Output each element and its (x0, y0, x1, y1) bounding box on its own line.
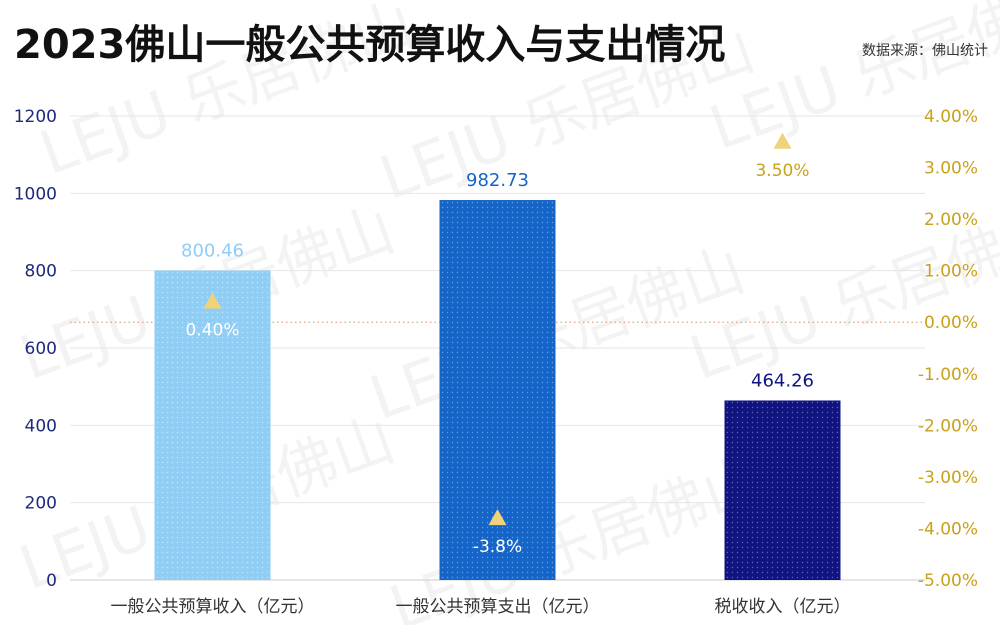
left-tick-label: 200 (25, 494, 57, 514)
data-source: 数据来源：佛山统计 (862, 43, 988, 59)
bar-value-label: 800.46 (181, 240, 244, 261)
svg-text:LEJU 乐居佛山: LEJU 乐居佛山 (31, 0, 423, 189)
right-tick-label: -3.00% (918, 468, 978, 488)
right-tick-label: -1.00% (918, 365, 978, 385)
growth-marker-triangle (773, 132, 792, 149)
bar-texture (724, 400, 841, 580)
right-axis: -5.00% -4.00% -3.00% -2.00% -1.00% 0.00% 1.00%… (918, 107, 978, 591)
left-tick-label: 1200 (14, 107, 57, 127)
left-tick-label: 0 (46, 571, 57, 591)
svg-text:LEJU 乐居佛山: LEJU 乐居佛山 (701, 0, 1000, 164)
category-label: 一般公共预算收入（亿元） (111, 597, 315, 617)
right-tick-label: 0.00% (924, 313, 978, 333)
bar-value-label: 982.73 (466, 170, 529, 191)
growth-rate-label: 3.50% (755, 161, 809, 181)
left-tick-label: 800 (25, 262, 57, 282)
growth-markers: 0.40% -3.8% 3.50% (185, 132, 810, 557)
right-tick-label: 3.00% (924, 159, 978, 179)
left-tick-label: 1000 (14, 184, 57, 204)
bar-texture (154, 270, 271, 580)
right-tick-label: -4.00% (918, 519, 978, 539)
svg-text:LEJU 乐居佛山: LEJU 乐居佛山 (371, 14, 763, 214)
right-tick-label: -5.00% (918, 571, 978, 591)
growth-rate-label: -3.8% (473, 537, 522, 557)
bars (154, 200, 841, 581)
category-label: 一般公共预算支出（亿元） (396, 597, 600, 617)
right-tick-label: 4.00% (924, 107, 978, 127)
left-axis: 0 200 400 600 800 1000 1200 (14, 107, 57, 591)
category-label: 税收收入（亿元） (715, 597, 851, 617)
value-labels: 800.46 982.73 464.26 (181, 170, 814, 391)
right-tick-label: 1.00% (924, 262, 978, 282)
right-tick-label: 2.00% (924, 210, 978, 230)
chart-title: 2023佛山一般公共预算收入与支出情况 (14, 22, 726, 68)
bar-value-label: 464.26 (751, 370, 814, 391)
growth-marker-triangle (488, 509, 507, 526)
growth-rate-label: 0.40% (185, 321, 239, 341)
left-tick-label: 400 (25, 416, 57, 436)
growth-marker-triangle (203, 292, 222, 309)
category-axis: 一般公共预算收入（亿元） 一般公共预算支出（亿元） 税收收入（亿元） (111, 597, 851, 617)
right-tick-label: -2.00% (918, 416, 978, 436)
left-tick-label: 600 (25, 339, 57, 359)
